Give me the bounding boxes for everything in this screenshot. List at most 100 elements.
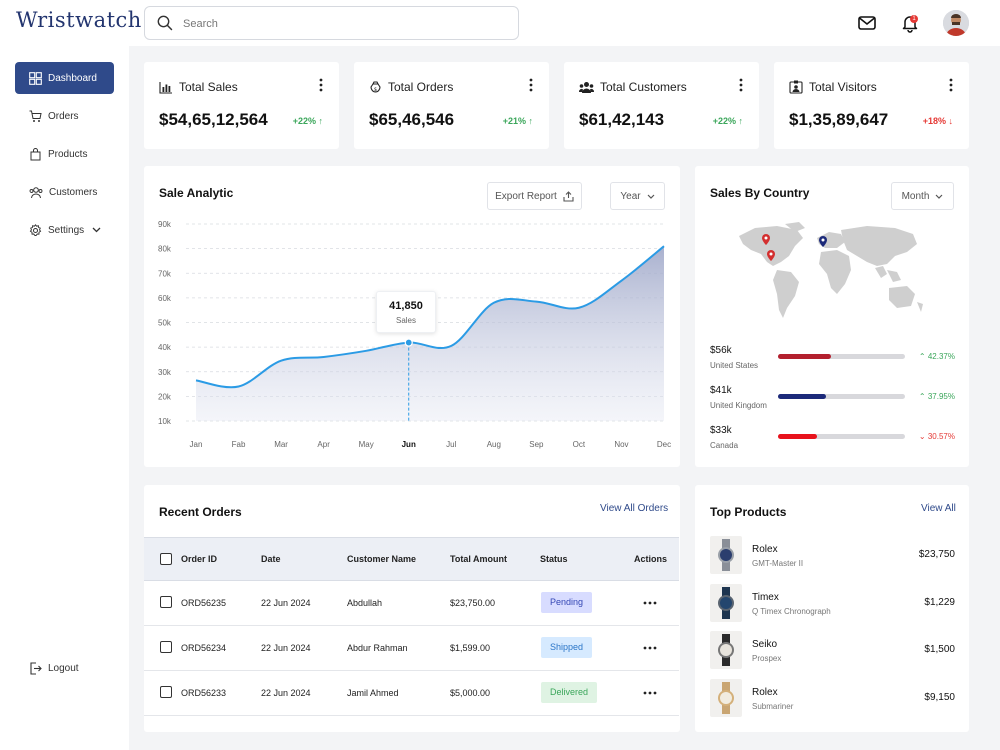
- product-price: $9,150: [924, 692, 955, 703]
- product-brand: Timex: [752, 592, 779, 603]
- customer-name: Jamil Ahmed: [347, 688, 399, 698]
- visitor-icon: [789, 80, 803, 94]
- chevron-up-icon: ⌃: [918, 352, 926, 361]
- stat-card-total-orders: $ Total Orders $65,46,546 +21% ↑: [354, 62, 549, 149]
- y-tick-label: 60k: [158, 294, 172, 303]
- product-item[interactable]: Rolex GMT-Master II $23,750: [710, 536, 955, 576]
- month-select[interactable]: Month: [891, 182, 954, 210]
- bell-icon[interactable]: [899, 12, 921, 34]
- watch-icon: [718, 682, 734, 714]
- export-report-button[interactable]: Export Report: [487, 182, 582, 210]
- arrow-up-icon: ↑: [528, 116, 534, 126]
- column-header[interactable]: Order ID: [181, 554, 218, 564]
- search-box[interactable]: [144, 6, 519, 40]
- view-all-products-link[interactable]: View All: [921, 503, 956, 514]
- status-badge: Pending: [541, 592, 593, 613]
- column-header[interactable]: Date: [261, 554, 281, 564]
- country-name: United States: [710, 361, 759, 370]
- y-tick-label: 10k: [158, 417, 172, 426]
- sales-by-country-title: Sales By Country: [710, 186, 810, 200]
- x-tick-label: Aug: [487, 440, 501, 449]
- stat-value: $65,46,546: [369, 110, 455, 129]
- product-item[interactable]: Timex Q Timex Chronograph $1,229: [710, 584, 955, 624]
- column-header[interactable]: Total Amount: [450, 554, 507, 564]
- product-item[interactable]: Rolex Submariner $9,150: [710, 679, 955, 719]
- more-options-icon[interactable]: [529, 78, 533, 92]
- sale-analytic-card: Sale Analytic Export Report Year 90k 80k 7…: [144, 166, 680, 467]
- more-actions-icon[interactable]: [643, 691, 657, 695]
- tooltip-value: 41,850: [389, 300, 423, 312]
- logout-button[interactable]: Logout: [15, 652, 114, 684]
- customer-name: Abdullah: [347, 598, 383, 608]
- sidebar-item-settings[interactable]: Settings: [15, 214, 114, 246]
- product-image: [710, 584, 742, 622]
- user-avatar[interactable]: [943, 10, 969, 36]
- total-amount: $23,750.00: [450, 598, 496, 608]
- more-options-icon[interactable]: [949, 78, 953, 92]
- more-actions-icon[interactable]: [643, 646, 657, 650]
- country-percent: ⌄ 30.57%: [918, 432, 955, 441]
- customer-name: Abdur Rahman: [347, 643, 408, 653]
- more-options-icon[interactable]: [739, 78, 743, 92]
- app-logo[interactable]: Wristwatch: [16, 8, 142, 32]
- users-icon: [579, 81, 594, 93]
- product-price: $23,750: [918, 549, 955, 560]
- table-header: Order ID Date Customer Name Total Amount…: [144, 537, 679, 581]
- country-progress-fill: [778, 354, 832, 359]
- stat-change: +18% ↓: [922, 116, 953, 126]
- year-select[interactable]: Year: [610, 182, 665, 210]
- view-all-orders-link[interactable]: View All Orders: [600, 503, 669, 514]
- sidebar-item-orders[interactable]: Orders: [15, 100, 114, 132]
- chevron-down-icon: [647, 194, 655, 199]
- table-row[interactable]: ORD56235 22 Jun 2024 Abdullah $23,750.00…: [144, 581, 679, 626]
- arrow-up-icon: ↑: [738, 116, 744, 126]
- order-id: ORD56233: [181, 688, 227, 698]
- search-input[interactable]: [183, 14, 503, 34]
- country-progress-fill: [778, 434, 818, 439]
- product-price: $1,229: [924, 597, 955, 608]
- dashboard-icon: [29, 71, 42, 85]
- sidebar-item-dashboard[interactable]: Dashboard: [15, 62, 114, 94]
- watch-icon: [718, 587, 734, 619]
- table-row[interactable]: ORD56234 22 Jun 2024 Abdur Rahman $1,599…: [144, 626, 679, 671]
- status-badge: Shipped: [541, 637, 593, 658]
- chevron-down-icon: [92, 227, 101, 233]
- sales-area: [196, 246, 664, 421]
- table-row[interactable]: ORD56233 22 Jun 2024 Jamil Ahmed $5,000.…: [144, 671, 679, 716]
- column-header[interactable]: Status: [540, 554, 568, 564]
- highlight-point: [404, 338, 413, 347]
- recent-orders-title: Recent Orders: [159, 505, 242, 519]
- chevron-down-icon: ⌄: [918, 432, 926, 441]
- more-actions-icon[interactable]: [643, 601, 657, 605]
- product-model: Q Timex Chronograph: [752, 607, 831, 616]
- sidebar-item-label: Orders: [48, 110, 79, 122]
- sidebar-item-customers[interactable]: Customers: [15, 176, 114, 208]
- row-checkbox[interactable]: [160, 641, 172, 653]
- chevron-up-icon: ⌃: [918, 392, 926, 401]
- more-options-icon[interactable]: [319, 78, 323, 92]
- recent-orders-card: Recent Orders View All Orders Order ID D…: [144, 485, 680, 732]
- stat-title: Total Visitors: [809, 80, 877, 94]
- column-header[interactable]: Customer Name: [347, 554, 417, 564]
- stat-card-total-sales: Total Sales $54,65,12,564 +22% ↑: [144, 62, 339, 149]
- total-amount: $1,599.00: [450, 643, 491, 653]
- stat-title: Total Orders: [388, 80, 454, 94]
- order-date: 22 Jun 2024: [261, 643, 311, 653]
- column-header: Actions: [634, 554, 668, 564]
- product-item[interactable]: Seiko Prospex $1,500: [710, 631, 955, 671]
- sale-chart: 90k 80k 70k 60k 50k 40k 30k 20k 10k Jan Fab Mar Apr M…: [158, 220, 671, 449]
- sidebar-item-products[interactable]: Products: [15, 138, 114, 170]
- row-checkbox[interactable]: [160, 686, 172, 698]
- country-value: $41k: [710, 385, 732, 396]
- mail-icon[interactable]: [856, 12, 878, 34]
- top-header: Wristwatch 1: [0, 0, 1000, 46]
- x-tick-label: May: [359, 440, 374, 449]
- stat-title: Total Customers: [600, 80, 687, 94]
- select-all-checkbox[interactable]: [160, 553, 172, 565]
- x-tick-label: Jan: [190, 440, 203, 449]
- row-checkbox[interactable]: [160, 596, 172, 608]
- country-progress: [778, 354, 905, 359]
- stat-change: +22% ↑: [712, 116, 744, 126]
- y-tick-label: 50k: [158, 319, 172, 328]
- status-badge: Delivered: [541, 682, 598, 703]
